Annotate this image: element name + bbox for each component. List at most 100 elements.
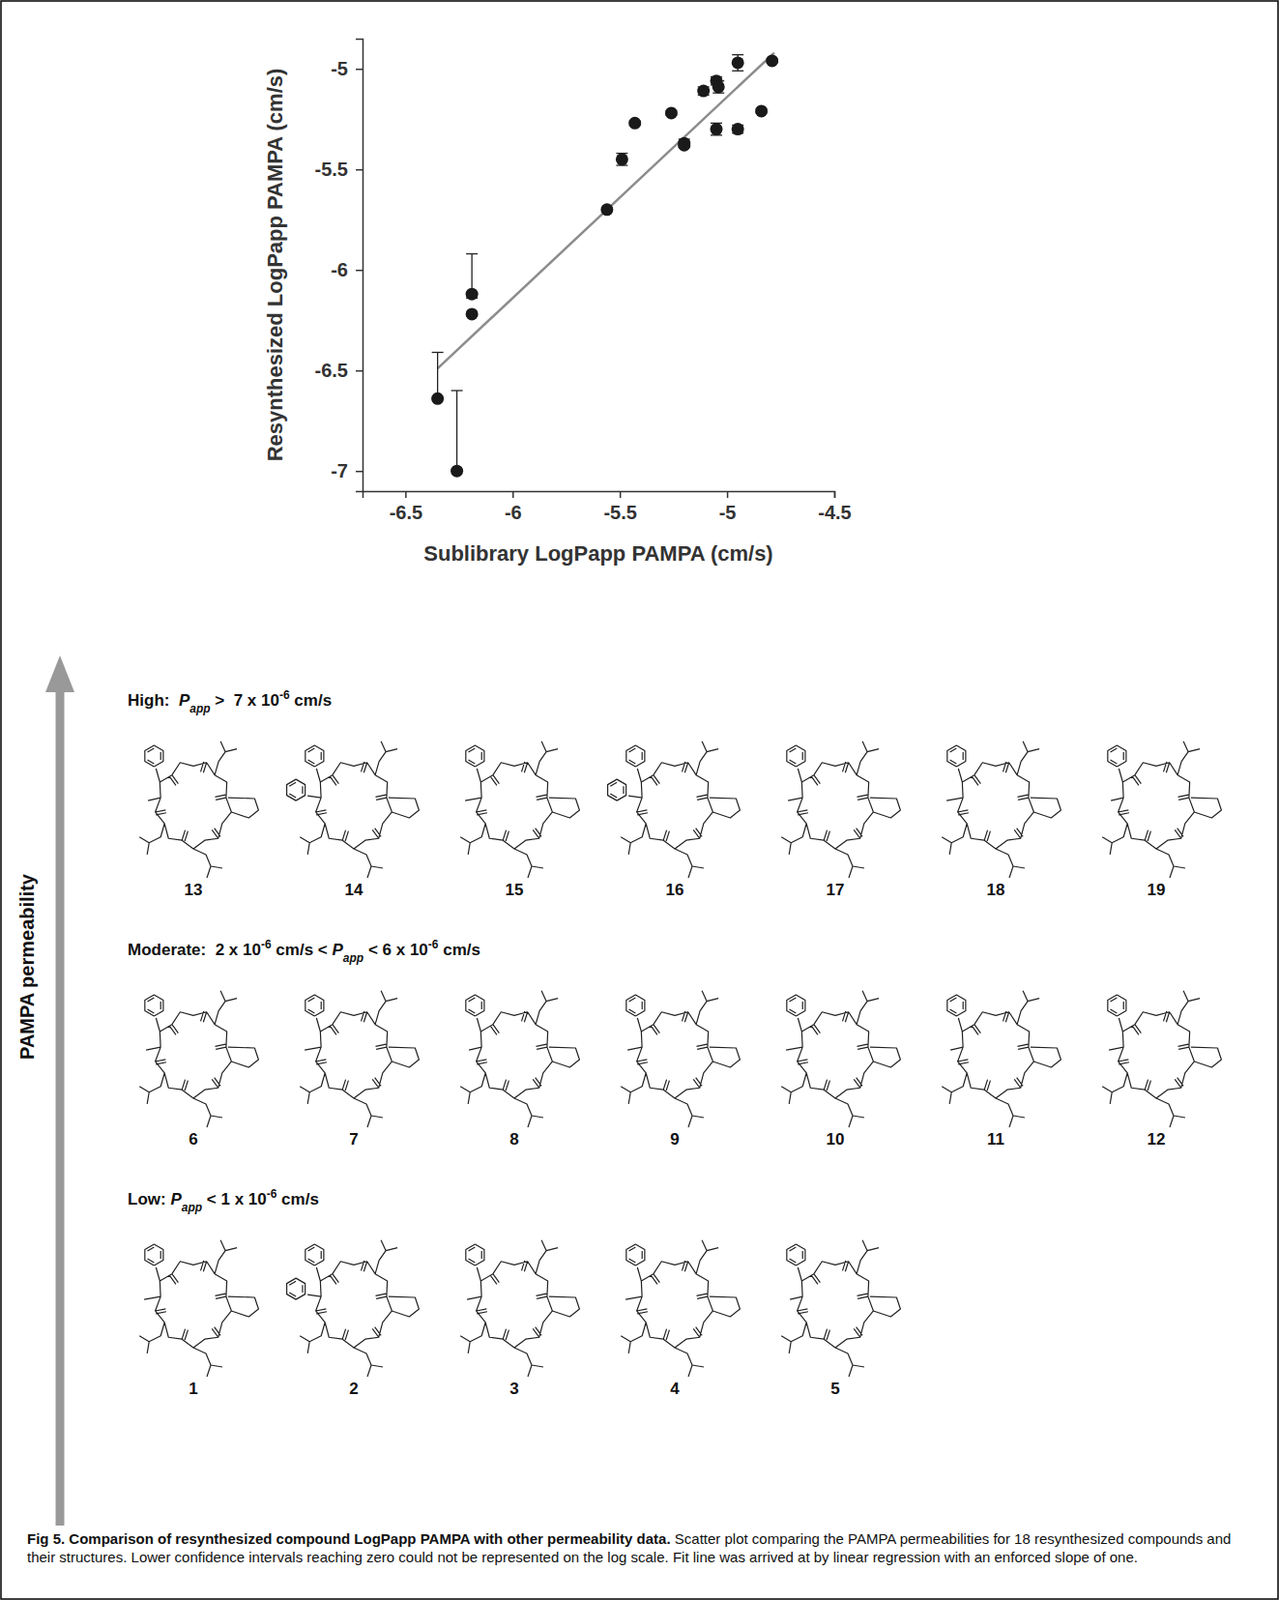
- compound-number: 15: [505, 880, 524, 900]
- tier-title-part: cm/s: [276, 1190, 319, 1209]
- structure: [287, 741, 420, 878]
- y-tick-label: -6: [330, 259, 349, 281]
- compound-number: 16: [666, 880, 685, 900]
- compound-number: 6: [188, 1130, 198, 1149]
- structure-bonds: [781, 741, 901, 878]
- structure-bonds: [139, 741, 259, 878]
- tier-title: Low: Papp < 1 x 10-6 cm/s: [127, 1187, 320, 1215]
- structure-bonds: [139, 990, 259, 1128]
- figure: -6.5-6-5.5-5-4.5-7-6.5-6-5.5-5Sublibrary…: [0, 0, 1279, 1600]
- tier: Moderate: 2 x 10-6 cm/s < Papp < 6 x 10-…: [127, 937, 1221, 1149]
- structure-bonds: [620, 990, 740, 1128]
- structure-bonds: [287, 1240, 420, 1377]
- structure-bonds: [460, 990, 580, 1128]
- tier-title-part: app: [189, 701, 210, 716]
- data-point: [465, 288, 479, 301]
- structure: [139, 741, 259, 878]
- y-tick: -6.5: [315, 359, 363, 381]
- structure: [1102, 990, 1221, 1128]
- data-point: [615, 152, 629, 166]
- y-tick-label: -6.5: [315, 359, 349, 381]
- tier-title-part: -6: [266, 1187, 278, 1201]
- x-tick-label: -5.5: [603, 501, 637, 524]
- structure: [781, 990, 901, 1128]
- structure: [460, 990, 580, 1128]
- compound-number: 11: [987, 1130, 1005, 1149]
- tier-title-part: High:: [127, 691, 179, 710]
- arrow-shaft: [56, 688, 65, 1526]
- tier-title: Moderate: 2 x 10-6 cm/s < Papp < 6 x 10-…: [127, 937, 481, 965]
- x-axis-line: [363, 492, 836, 499]
- data-point: [765, 54, 779, 67]
- x-tick-label: -4.5: [817, 501, 851, 524]
- structure-bonds: [781, 1240, 901, 1377]
- x-tick-mark: [512, 491, 515, 498]
- compound-number: 1: [188, 1379, 198, 1398]
- error-cap: [465, 253, 478, 255]
- error-bar: [436, 351, 438, 399]
- data-point: [628, 116, 641, 130]
- y-tick-label: -7: [330, 460, 349, 482]
- tier-title-part: app: [181, 1200, 203, 1215]
- structure-bonds: [608, 741, 741, 878]
- structure: [139, 990, 259, 1128]
- structure-bonds: [620, 1240, 740, 1377]
- y-tick-mark: [355, 370, 363, 373]
- y-axis: -7-6.5-6-5.5-5: [315, 39, 364, 493]
- y-axis-title: Resynthesized LogPapp PAMPA (cm/s): [262, 68, 288, 463]
- structure-bonds: [781, 990, 901, 1128]
- compound-number: 7: [348, 1130, 358, 1149]
- compound-number: 13: [184, 880, 204, 900]
- figure-frame: [0, 0, 1279, 1599]
- structure: [287, 1240, 420, 1377]
- compound-number: 14: [345, 880, 364, 900]
- x-tick: -6.5: [389, 491, 423, 524]
- points: [431, 54, 779, 477]
- data-point: [677, 139, 691, 152]
- compound-number: 18: [987, 880, 1006, 900]
- tier-title-part: < 6 x 10: [363, 940, 429, 960]
- compound-number: 19: [1147, 880, 1166, 900]
- structure-bonds: [941, 990, 1061, 1128]
- compound-number: 10: [826, 1130, 845, 1149]
- data-point: [710, 122, 724, 136]
- structure-bonds: [139, 1240, 259, 1377]
- tier-title-part: -6: [428, 937, 439, 952]
- y-tick-label: -5: [330, 58, 349, 80]
- fit-line: [437, 53, 775, 370]
- error-cap: [451, 389, 464, 391]
- structure: [608, 741, 741, 878]
- tier: High: Papp > 7 x 10-6 cm/s13141516171819: [127, 688, 1221, 900]
- data-point: [465, 307, 479, 320]
- compound-number: 17: [826, 880, 845, 900]
- error-cap: [731, 54, 744, 56]
- structure: [941, 990, 1061, 1128]
- x-tick: -6: [504, 491, 523, 524]
- compound-number: 12: [1147, 1130, 1166, 1149]
- caption-title: Fig 5. Comparison of resynthesized compo…: [27, 1530, 671, 1547]
- caption-space: [670, 1530, 675, 1547]
- x-tick-label: -6: [504, 501, 523, 524]
- y-tick: -5: [330, 58, 363, 80]
- compound-number: 2: [348, 1379, 358, 1398]
- error-bars: [432, 55, 779, 472]
- y-tick-mark: [355, 169, 363, 172]
- data-point: [731, 122, 745, 136]
- structure-bonds: [460, 741, 580, 878]
- structure-bonds: [941, 741, 1061, 878]
- caption: Fig 5. Comparison of resynthesized compo…: [27, 1529, 1253, 1567]
- tier-title-part: P: [331, 940, 344, 960]
- tier-title-part: P: [178, 691, 191, 710]
- structure-bonds: [460, 1240, 580, 1377]
- tier-title-part: -6: [261, 937, 272, 952]
- x-tick-mark: [726, 491, 729, 498]
- arrow-label: PAMPA permeability: [16, 872, 38, 1060]
- tier: Low: Papp < 1 x 10-6 cm/s12345: [127, 1187, 901, 1398]
- data-point: [731, 56, 745, 69]
- error-cap: [731, 70, 744, 72]
- tier-title-part: cm/s: [290, 691, 332, 710]
- tier-title-part: > 7 x 10: [210, 691, 280, 710]
- tier-title-part: app: [343, 951, 364, 965]
- tier-title-part: P: [170, 1190, 182, 1209]
- compound-number: 4: [669, 1379, 680, 1398]
